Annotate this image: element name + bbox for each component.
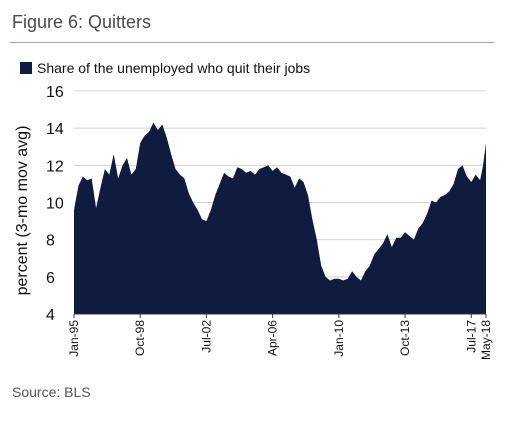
x-tick-label: Oct-13 bbox=[398, 320, 412, 356]
title-divider bbox=[10, 42, 494, 43]
y-tick-label: 14 bbox=[46, 121, 64, 138]
x-tick-label: Oct-98 bbox=[133, 320, 147, 356]
x-tick-label: Jan-95 bbox=[67, 320, 81, 357]
y-tick-label: 10 bbox=[46, 196, 64, 213]
x-tick-labels: Jan-95 Oct-98 Jul-02 Apr-06 Jan-10 Oct-13 Jul-… bbox=[67, 314, 493, 360]
y-tick-label: 8 bbox=[46, 233, 55, 250]
x-tick-label: Apr-06 bbox=[266, 320, 280, 356]
x-tick-label: Jul-17 bbox=[464, 320, 478, 353]
legend-label: Share of the unemployed who quit their j… bbox=[37, 60, 311, 76]
legend: Share of the unemployed who quit their j… bbox=[20, 60, 310, 76]
y-tick-label: 12 bbox=[46, 158, 64, 175]
y-tick-labels: 4 6 8 10 12 14 16 bbox=[46, 84, 64, 324]
x-tick-label: Jan-10 bbox=[332, 320, 346, 357]
y-tick-label: 6 bbox=[46, 270, 55, 287]
y-tick-label: 4 bbox=[46, 307, 55, 324]
y-tick-label: 16 bbox=[46, 84, 64, 101]
y-axis-title: percent (3-mo mov avg) bbox=[14, 126, 31, 296]
source-note: Source: BLS bbox=[12, 384, 91, 400]
series-area bbox=[74, 122, 486, 314]
figure-title: Figure 6: Quitters bbox=[12, 12, 152, 32]
legend-swatch bbox=[20, 62, 32, 74]
x-tick-label: May-18 bbox=[479, 320, 493, 360]
x-tick-label: Jul-02 bbox=[199, 320, 213, 353]
